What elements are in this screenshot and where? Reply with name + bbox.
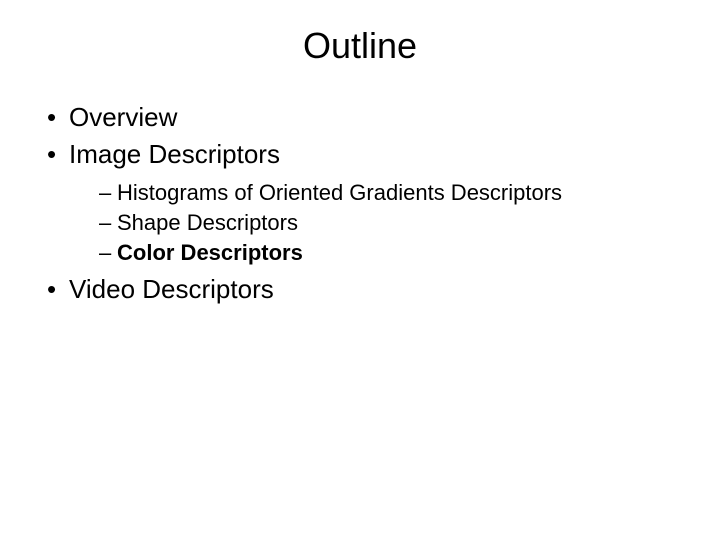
list-item-label: Image Descriptors — [69, 139, 280, 169]
list-item-label: Video Descriptors — [69, 274, 274, 304]
list-item: Video Descriptors — [47, 274, 685, 305]
sublist-item-label: Color Descriptors — [117, 240, 303, 265]
slide-title: Outline — [35, 25, 685, 67]
outline-list: Overview Image Descriptors Histograms of… — [35, 102, 685, 305]
sublist-item: Histograms of Oriented Gradients Descrip… — [99, 180, 685, 206]
list-item: Overview — [47, 102, 685, 133]
sublist-item-label: Shape Descriptors — [117, 210, 298, 235]
sublist-item: Shape Descriptors — [99, 210, 685, 236]
sublist-item-label: Histograms of Oriented Gradients Descrip… — [117, 180, 562, 205]
outline-sublist: Histograms of Oriented Gradients Descrip… — [69, 180, 685, 266]
list-item-label: Overview — [69, 102, 177, 132]
list-item: Image Descriptors Histograms of Oriented… — [47, 139, 685, 266]
sublist-item: Color Descriptors — [99, 240, 685, 266]
